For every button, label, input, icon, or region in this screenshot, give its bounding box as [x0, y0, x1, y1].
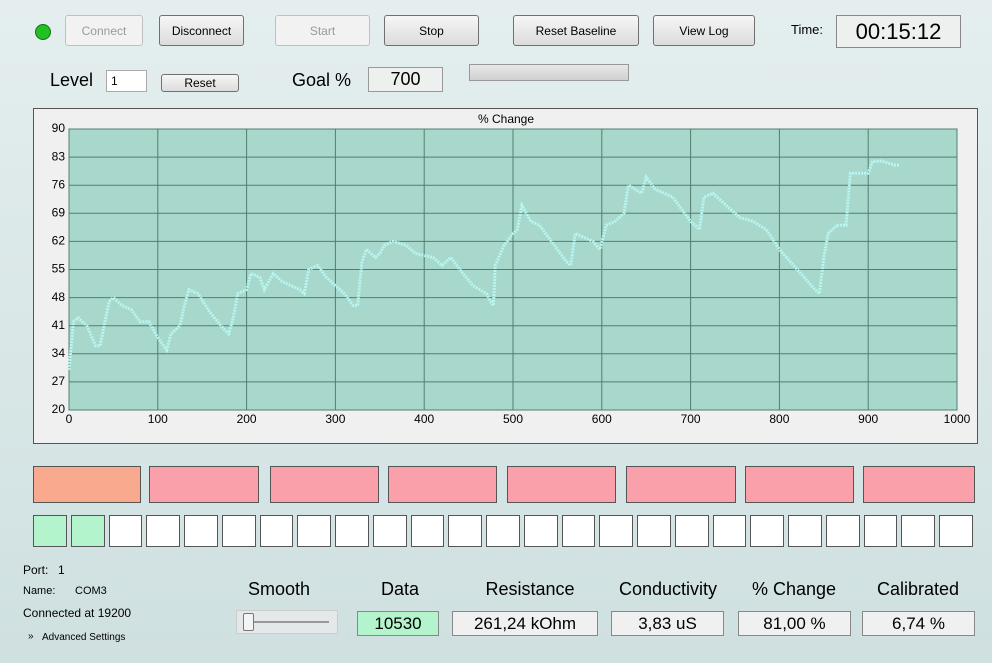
- x-tick-label: 300: [325, 412, 345, 426]
- step-square: [259, 515, 294, 547]
- step-square: [863, 515, 898, 547]
- step-square: [184, 515, 218, 547]
- step-square: [939, 515, 973, 547]
- goal-display: 700: [368, 67, 443, 92]
- y-tick-label: 83: [52, 149, 66, 163]
- step-square: [523, 515, 558, 547]
- step-square: [599, 515, 634, 547]
- y-tick-label: 69: [52, 205, 66, 219]
- stop-button[interactable]: Stop: [384, 15, 479, 46]
- y-tick-label: 27: [52, 374, 66, 388]
- step-square: [70, 515, 105, 547]
- x-tick-label: 400: [414, 412, 434, 426]
- step-square: [825, 515, 860, 547]
- reset-baseline-button[interactable]: Reset Baseline: [513, 15, 639, 46]
- connection-status: Connected at 19200: [23, 606, 132, 620]
- level-block: [745, 466, 854, 503]
- x-tick-label: 900: [858, 412, 878, 426]
- step-square: [486, 515, 520, 547]
- y-tick-label: 76: [52, 177, 66, 191]
- level-block: [149, 466, 259, 503]
- progress-bar: [469, 64, 629, 81]
- step-square: [410, 515, 445, 547]
- y-tick-label: 55: [52, 262, 66, 276]
- time-label: Time:: [791, 22, 824, 37]
- level-block: [270, 466, 379, 503]
- y-tick-label: 90: [52, 121, 66, 135]
- y-tick-label: 20: [52, 402, 66, 416]
- step-square: [901, 515, 936, 547]
- calibrated-value: 6,74 %: [862, 611, 975, 636]
- level-block: [626, 466, 736, 503]
- level-input[interactable]: 1: [106, 70, 147, 92]
- x-tick-label: 0: [66, 412, 73, 426]
- view-log-button[interactable]: View Log: [653, 15, 755, 46]
- level-block: [863, 466, 975, 503]
- step-square: [750, 515, 785, 547]
- port-label: Port:: [23, 563, 49, 577]
- step-square: [146, 515, 181, 547]
- step-square: [561, 515, 596, 547]
- level-reset-button[interactable]: Reset: [161, 74, 239, 92]
- step-square: [637, 515, 671, 547]
- x-tick-label: 200: [237, 412, 257, 426]
- y-tick-label: 34: [52, 346, 66, 360]
- start-button[interactable]: Start: [275, 15, 370, 46]
- time-display: 00:15:12: [836, 15, 961, 48]
- step-square: [108, 515, 143, 547]
- name-value: COM3: [75, 585, 107, 597]
- status-led: [35, 24, 51, 40]
- y-tick-label: 62: [52, 234, 66, 248]
- port-value: 1: [58, 563, 65, 577]
- smooth-slider[interactable]: [236, 610, 338, 634]
- x-tick-label: 500: [503, 412, 523, 426]
- step-square: [448, 515, 483, 547]
- x-tick-label: 1000: [944, 412, 971, 426]
- connect-button[interactable]: Connect: [65, 15, 143, 46]
- calibrated-label: Calibrated: [876, 579, 960, 599]
- x-tick-label: 700: [681, 412, 701, 426]
- goal-label: Goal %: [292, 70, 352, 90]
- disconnect-button[interactable]: Disconnect: [159, 15, 244, 46]
- step-square: [372, 515, 407, 547]
- data-line: [67, 159, 900, 371]
- name-label: Name:: [23, 585, 56, 597]
- level-label: Level: [50, 70, 94, 90]
- level-block: [388, 466, 497, 503]
- conductivity-label: Conductivity: [618, 579, 718, 599]
- step-square: [674, 515, 709, 547]
- data-value: 10530: [357, 611, 439, 636]
- data-label: Data: [380, 579, 420, 599]
- smooth-label: Smooth: [247, 579, 311, 599]
- conductivity-value: 3,83 uS: [611, 611, 724, 636]
- level-block: [33, 466, 141, 503]
- step-square: [335, 515, 369, 547]
- chart-title: % Change: [478, 112, 534, 126]
- resistance-value: 261,24 kOhm: [452, 611, 598, 636]
- step-square: [221, 515, 256, 547]
- y-tick-label: 41: [52, 318, 66, 332]
- step-square: [712, 515, 747, 547]
- advanced-settings[interactable]: Advanced Settings: [42, 632, 126, 643]
- x-tick-label: 800: [769, 412, 789, 426]
- advanced-chevron: »: [28, 631, 34, 642]
- resistance-label: Resistance: [485, 579, 575, 599]
- step-square: [788, 515, 822, 547]
- y-tick-label: 48: [52, 290, 66, 304]
- step-square: [297, 515, 332, 547]
- level-block: [507, 466, 616, 503]
- x-tick-label: 100: [148, 412, 168, 426]
- percent-change-value: 81,00 %: [738, 611, 851, 636]
- x-tick-label: 600: [592, 412, 612, 426]
- percent-change-label: % Change: [751, 579, 837, 599]
- step-square: [33, 515, 67, 547]
